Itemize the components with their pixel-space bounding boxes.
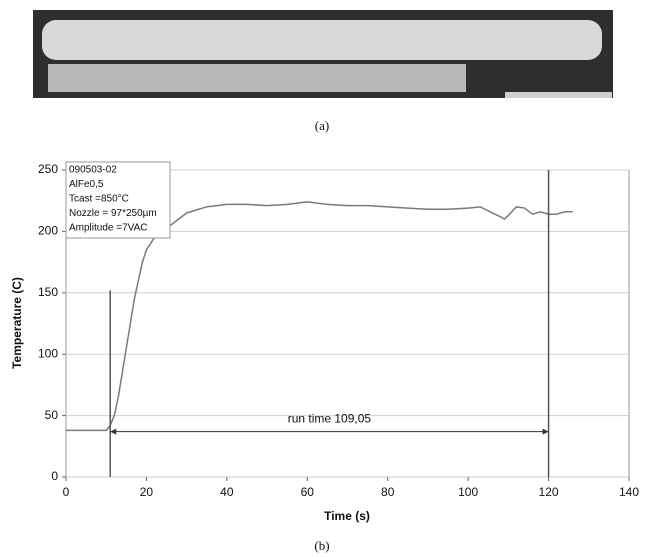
x-tick-label: 140 — [619, 485, 639, 499]
y-tick-label: 0 — [51, 469, 58, 483]
info-line: Tcast =850°C — [69, 194, 129, 205]
x-axis-label: Time (s) — [324, 509, 370, 523]
info-line: 090503-02 — [69, 165, 117, 176]
caption: (a) — [315, 118, 329, 133]
info-line: Amplitude =7VAC — [69, 223, 147, 234]
x-tick-label: 80 — [381, 485, 395, 499]
info-box — [65, 161, 171, 239]
y-axis-label: Temperature (C) — [10, 277, 24, 369]
annotation: run time 109,05 — [288, 412, 372, 426]
y-tick-label: 50 — [45, 408, 59, 422]
x-tick-label: 20 — [140, 485, 154, 499]
ruler — [48, 64, 466, 92]
info-line: Nozzle = 97*250µm — [69, 208, 157, 219]
x-tick-label: 60 — [301, 485, 315, 499]
caption: (b) — [314, 538, 329, 553]
x-tick-label: 40 — [220, 485, 234, 499]
y-tick-label: 200 — [38, 224, 58, 238]
y-tick-label: 250 — [38, 162, 58, 176]
x-tick-label: 120 — [539, 485, 559, 499]
line — [66, 201, 573, 432]
y-tick-label: 100 — [38, 346, 58, 360]
x-tick-label: 100 — [458, 485, 478, 499]
info-line: AlFe0,5 — [69, 179, 104, 190]
y-tick-label: 150 — [38, 285, 58, 299]
x-tick-label: 0 — [63, 485, 70, 499]
ribbon-sample — [42, 20, 602, 60]
photo-edge — [505, 92, 612, 98]
